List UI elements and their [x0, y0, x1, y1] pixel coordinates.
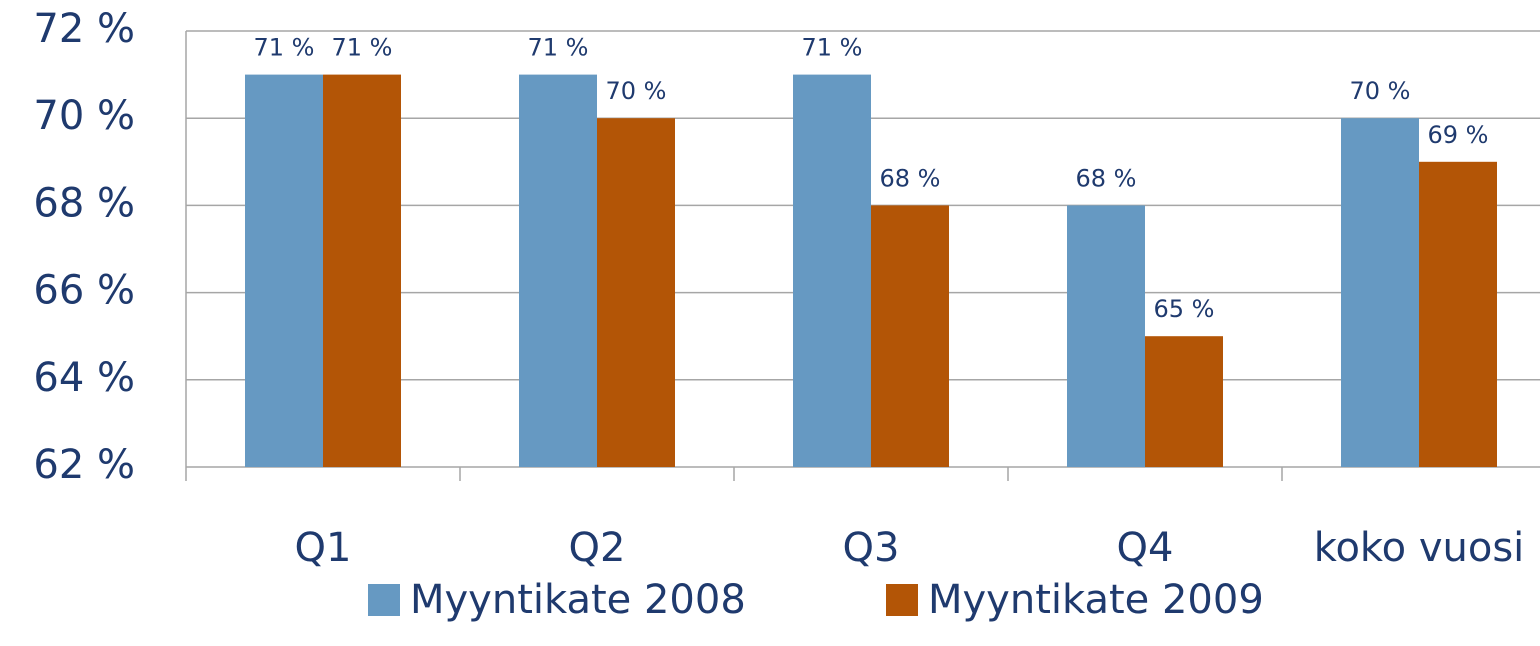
legend-label: Myyntikate 2009	[928, 577, 1264, 623]
data-label: 68 %	[880, 164, 941, 192]
x-tick-label: Q1	[295, 525, 352, 571]
data-label: 69 %	[1428, 121, 1489, 149]
bar	[1341, 118, 1419, 467]
data-label: 71 %	[528, 34, 589, 62]
legend-swatch	[886, 584, 918, 616]
bar	[245, 74, 323, 467]
bar	[1067, 205, 1145, 467]
y-tick-label: 64 %	[33, 355, 135, 401]
data-label: 68 %	[1076, 164, 1137, 192]
data-label: 65 %	[1154, 295, 1215, 323]
y-tick-label: 72 %	[33, 6, 135, 52]
y-tick-label: 66 %	[33, 268, 135, 314]
x-tick-label: koko vuosi	[1314, 525, 1525, 571]
y-tick-label: 68 %	[33, 180, 135, 226]
bar	[597, 118, 675, 467]
x-tick-label: Q4	[1117, 525, 1174, 571]
data-label: 70 %	[606, 77, 667, 105]
bar	[1145, 336, 1223, 467]
data-label: 71 %	[802, 34, 863, 62]
data-label: 70 %	[1350, 77, 1411, 105]
x-tick-label: Q2	[569, 525, 626, 571]
y-tick-label: 70 %	[33, 93, 135, 139]
y-tick-label: 62 %	[33, 442, 135, 488]
x-tick-label: Q3	[843, 525, 900, 571]
bar	[793, 74, 871, 467]
bar	[1419, 161, 1497, 468]
legend-swatch	[368, 584, 400, 616]
legend-label: Myyntikate 2008	[410, 577, 746, 623]
bar	[871, 205, 949, 467]
data-label: 71 %	[332, 34, 393, 62]
bar	[323, 74, 401, 467]
bar	[519, 74, 597, 467]
data-label: 71 %	[254, 34, 315, 62]
